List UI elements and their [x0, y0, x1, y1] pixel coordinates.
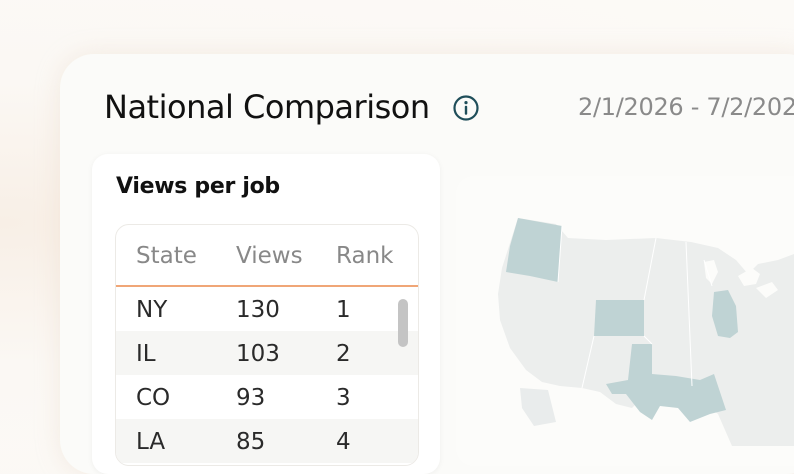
- cell-state: LA: [136, 429, 166, 455]
- table-row[interactable]: CO 93 3: [116, 375, 418, 419]
- table-row[interactable]: LA 85 4: [116, 419, 418, 463]
- state-il[interactable]: [712, 290, 738, 338]
- map-base-landmass: [498, 218, 794, 446]
- state-wa[interactable]: [506, 218, 562, 282]
- table-row[interactable]: IL 103 2: [116, 331, 418, 375]
- column-header-rank[interactable]: Rank: [336, 243, 394, 269]
- cell-state: NY: [136, 297, 168, 323]
- cell-rank: 2: [336, 341, 351, 367]
- table-row[interactable]: NY 130 1: [116, 287, 418, 331]
- info-icon[interactable]: [452, 94, 480, 122]
- cell-views: 130: [236, 297, 280, 323]
- us-map: [498, 218, 794, 446]
- great-lakes: [704, 260, 778, 298]
- cell-state: IL: [136, 341, 156, 367]
- views-table: State Views Rank NY 130 1 IL 103 2 CO 93…: [115, 224, 419, 466]
- date-range[interactable]: 2/1/2026 - 7/2/2026: [578, 93, 794, 121]
- state-co[interactable]: [594, 300, 644, 336]
- cell-views: 103: [236, 341, 280, 367]
- cell-state: CO: [136, 385, 171, 411]
- map-southwest-region: [520, 388, 556, 426]
- cell-views: 93: [236, 385, 266, 411]
- cell-rank: 3: [336, 385, 351, 411]
- map-southeast: [752, 406, 794, 446]
- page-title: National Comparison: [104, 88, 430, 126]
- views-per-job-title: Views per job: [116, 174, 280, 199]
- cell-rank: 1: [336, 297, 351, 323]
- column-header-views[interactable]: Views: [236, 243, 303, 269]
- state-borders: [557, 225, 713, 389]
- cell-views: 85: [236, 429, 266, 455]
- state-tx[interactable]: [606, 344, 726, 422]
- cell-rank: 4: [336, 429, 351, 455]
- table-scrollbar[interactable]: [398, 299, 408, 347]
- column-header-state[interactable]: State: [136, 243, 197, 269]
- table-header: State Views Rank: [116, 225, 418, 287]
